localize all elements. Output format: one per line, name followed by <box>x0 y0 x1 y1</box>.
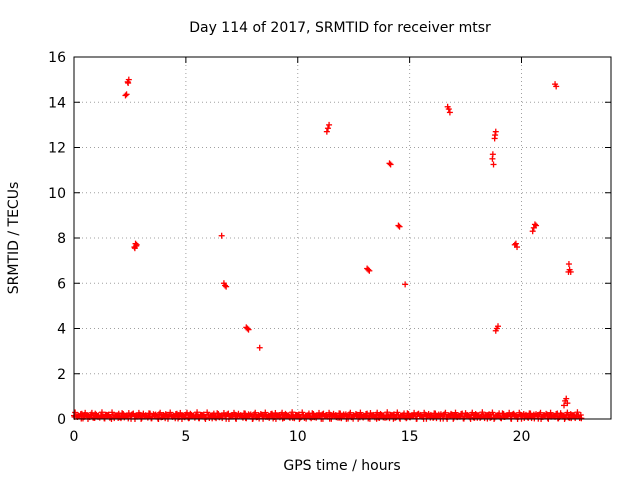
data-point <box>564 400 571 407</box>
y-tick-label: 16 <box>48 50 66 66</box>
x-tick-label: 15 <box>401 429 419 445</box>
data-point <box>499 410 506 417</box>
data-point <box>533 222 540 229</box>
data-point <box>492 132 499 139</box>
x-tick-label: 0 <box>70 429 79 445</box>
data-point <box>333 413 340 420</box>
data-point <box>537 409 544 416</box>
data-point <box>553 83 560 90</box>
y-tick-label: 10 <box>48 186 66 202</box>
data-point <box>445 106 452 113</box>
data-point <box>326 121 333 128</box>
x-tick-label: 10 <box>289 429 307 445</box>
data-point <box>452 409 459 416</box>
data-point <box>323 128 330 135</box>
data-point <box>411 409 418 416</box>
data-point <box>218 232 225 239</box>
data-point <box>194 409 201 416</box>
x-axis-label: GPS time / hours <box>283 458 400 474</box>
data-point <box>256 344 263 351</box>
data-point <box>245 326 252 333</box>
x-tick-label: 5 <box>181 429 190 445</box>
data-point <box>119 410 126 417</box>
ticks: 0 5 10 15 20 0 2 4 6 8 10 12 14 16 <box>48 50 611 445</box>
y-axis-label: SRMTID / TECUs <box>6 182 22 295</box>
data-point <box>357 409 364 416</box>
y-tick-label: 8 <box>57 231 66 247</box>
chart-title: Day 114 of 2017, SRMTID for receiver mts… <box>189 20 491 36</box>
data-point <box>123 91 130 98</box>
data-point <box>555 415 562 422</box>
data-point <box>72 409 79 416</box>
x-tick-label: 20 <box>513 429 531 445</box>
data-point <box>386 160 393 167</box>
data-point <box>567 268 574 275</box>
y-tick-label: 6 <box>57 276 66 292</box>
data-point <box>529 228 536 235</box>
data-point <box>366 267 373 274</box>
y-tick-label: 12 <box>48 141 66 157</box>
data-point <box>396 223 403 230</box>
data-point <box>214 410 221 417</box>
data-point <box>289 409 296 416</box>
y-tick-label: 2 <box>57 367 66 383</box>
data-point <box>125 80 132 87</box>
data-point <box>98 409 105 416</box>
data-point <box>395 222 402 229</box>
data-point <box>244 325 251 332</box>
data-point <box>196 415 203 422</box>
data-point <box>404 410 411 417</box>
data-point <box>133 242 140 249</box>
data-point <box>492 128 499 135</box>
data-point <box>223 283 230 290</box>
data-point <box>578 415 585 422</box>
data-point <box>183 409 190 416</box>
plot-frame <box>73 56 612 420</box>
grid <box>74 57 611 419</box>
data-point <box>365 266 372 273</box>
data-point <box>495 323 502 330</box>
y-tick-label: 14 <box>48 95 66 111</box>
data-point <box>565 261 572 268</box>
data-point <box>506 409 513 416</box>
data-point <box>531 221 538 228</box>
data-point <box>442 409 449 416</box>
data-point <box>384 409 391 416</box>
data-point <box>387 161 394 168</box>
data-point <box>512 240 519 247</box>
data-point <box>402 281 409 288</box>
data-point <box>490 161 497 168</box>
data-points <box>71 76 585 422</box>
data-point <box>374 409 381 416</box>
data-point <box>543 410 550 417</box>
data-point <box>279 409 286 416</box>
data-point <box>167 409 174 416</box>
data-point <box>561 402 568 409</box>
data-point <box>122 92 129 99</box>
data-point <box>563 395 570 402</box>
data-point <box>222 282 229 289</box>
y-tick-label: 0 <box>57 412 66 428</box>
data-point <box>125 76 132 83</box>
data-point <box>448 410 455 417</box>
data-point <box>446 109 453 116</box>
data-point <box>489 151 496 158</box>
data-point <box>88 409 95 416</box>
data-point <box>78 410 85 417</box>
data-point <box>479 409 486 416</box>
data-point <box>347 409 354 416</box>
data-point <box>514 244 521 251</box>
data-point <box>324 125 331 132</box>
y-tick-label: 4 <box>57 322 66 338</box>
